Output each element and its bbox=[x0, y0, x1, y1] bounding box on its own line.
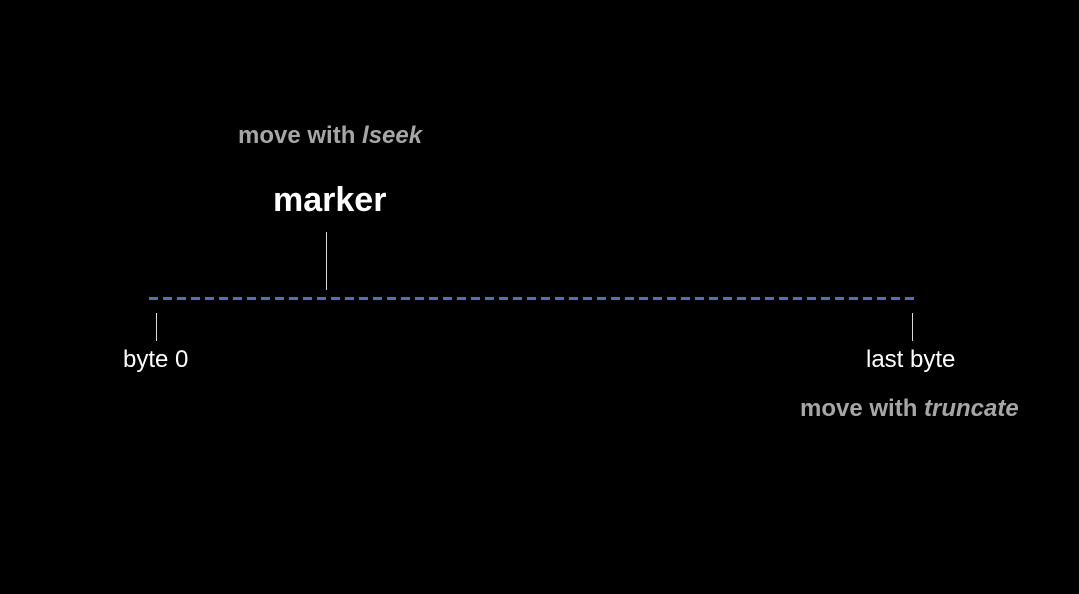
marker-tick bbox=[326, 232, 327, 290]
byte-0-tick bbox=[156, 313, 157, 341]
lseek-caption: move with lseek bbox=[238, 122, 422, 150]
truncate-function-name: truncate bbox=[924, 395, 1019, 422]
truncate-caption: move with truncate bbox=[800, 395, 1019, 423]
byte-0-label: byte 0 bbox=[123, 346, 189, 373]
file-byte-line bbox=[149, 297, 919, 300]
lseek-caption-prefix: move with bbox=[238, 122, 363, 149]
lseek-function-name: lseek bbox=[362, 122, 423, 149]
truncate-caption-prefix: move with bbox=[800, 395, 925, 422]
last-byte-label: last byte bbox=[866, 346, 956, 373]
marker-label: marker bbox=[273, 181, 387, 219]
last-byte-tick bbox=[912, 313, 913, 341]
